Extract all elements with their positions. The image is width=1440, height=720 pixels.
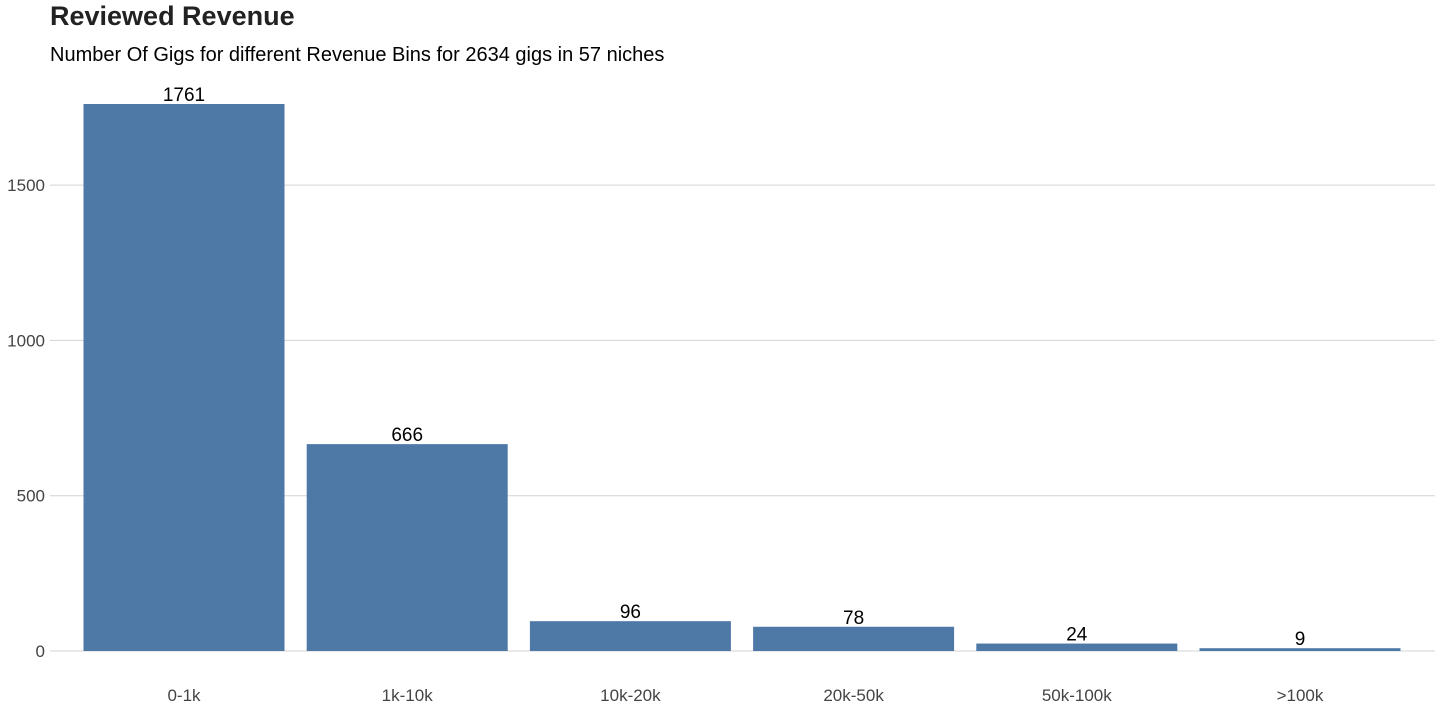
bar [306,444,508,651]
bar [753,626,955,651]
data-label: 96 [620,602,641,623]
data-label: 666 [391,425,423,446]
x-tick-label: 20k-50k [823,686,884,705]
chart-subtitle: Number Of Gigs for different Revenue Bin… [50,44,665,66]
x-tick-label: 1k-10k [382,686,434,705]
bar [83,104,285,651]
data-label: 24 [1066,625,1088,646]
x-axis-ticks: 0-1k 1k-10k 10k-20k 20k-50k 50k-100k >100k [167,686,1323,705]
bar [976,643,1178,651]
bars [83,104,1401,651]
chart-title: Reviewed Revenue [50,1,295,31]
data-label: 9 [1295,629,1306,650]
x-tick-label: 50k-100k [1042,686,1112,705]
data-label: 1761 [163,85,205,106]
bar [529,621,731,651]
y-tick-label: 0 [36,642,45,661]
bar [1199,648,1401,651]
x-tick-label: >100k [1277,686,1324,705]
data-labels: 1761 666 96 78 24 9 [163,85,1305,650]
x-tick-label: 0-1k [167,686,201,705]
y-tick-label: 1000 [7,331,45,350]
data-label: 78 [843,608,864,629]
y-axis-ticks: 0 500 1000 1500 [7,176,45,661]
x-tick-label: 10k-20k [600,686,661,705]
y-tick-label: 500 [17,487,45,506]
y-tick-label: 1500 [7,176,45,195]
